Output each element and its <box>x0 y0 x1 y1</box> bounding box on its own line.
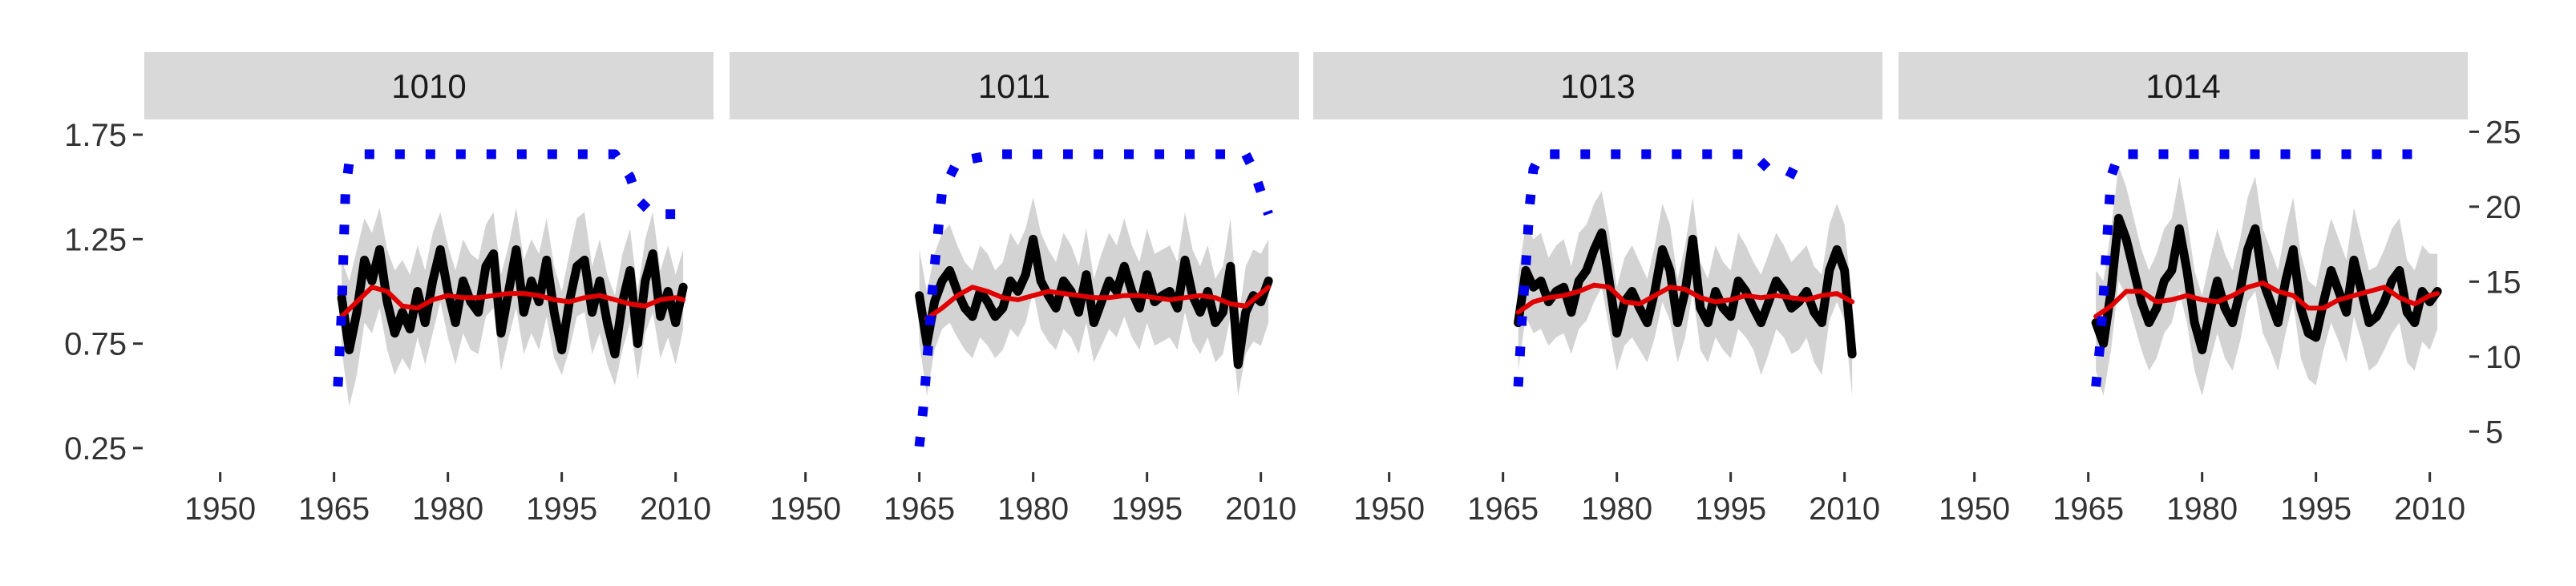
strip-header <box>730 52 1299 119</box>
smoothed-line <box>2093 281 2441 319</box>
x-tick-label: 1995 <box>1111 491 1183 527</box>
smoothed-line <box>924 285 1272 321</box>
x-tick-label: 1965 <box>1467 491 1539 527</box>
x-tick-label: 2010 <box>2394 491 2465 527</box>
y-left-tick-label: 0.75 <box>64 327 127 362</box>
panel-1011: 1011 1950 1965 1980 1995 2010 <box>730 52 1299 527</box>
x-tick-label: 1950 <box>1353 491 1425 527</box>
y-left-tick-label: 1.25 <box>64 222 127 257</box>
strip-header <box>144 52 714 119</box>
smoothed-line <box>339 285 686 319</box>
strip-label: 1010 <box>391 67 466 105</box>
sample-depth-line <box>333 149 684 387</box>
x-tick-label: 2010 <box>1809 491 1880 527</box>
index-line <box>2091 213 2442 354</box>
x-tick-label: 1965 <box>2052 491 2124 527</box>
x-tick-label: 1980 <box>1581 491 1652 527</box>
x-tick-label: 1980 <box>997 491 1069 527</box>
x-tick-label: 1950 <box>770 491 841 527</box>
confidence-band <box>342 208 684 406</box>
x-tick-label: 1950 <box>1939 491 2010 527</box>
x-tick-label: 1995 <box>1695 491 1766 527</box>
index-line <box>915 234 1273 370</box>
x-tick-label: 1995 <box>526 491 597 527</box>
panel-1013: 1013 1950 1965 1980 1995 2010 <box>1313 52 1882 527</box>
y-right-tick-label: 15 <box>2485 265 2521 300</box>
x-tick-label: 1965 <box>298 491 370 527</box>
y-right-tick-label: 20 <box>2485 190 2521 225</box>
strip-label: 1011 <box>978 67 1050 105</box>
strip-header <box>1313 52 1882 119</box>
index-line <box>337 245 688 359</box>
y-right-tick-label: 10 <box>2485 340 2521 375</box>
x-tick-label: 1980 <box>412 491 483 527</box>
panel-1010: 1010 1950 1965 1980 1995 2010 <box>144 52 714 527</box>
x-tick-label: 1965 <box>884 491 955 527</box>
x-tick-label: 2010 <box>640 491 711 527</box>
y-left-tick-label: 1.75 <box>64 118 127 153</box>
y-left-tick-label: 0.25 <box>64 431 127 467</box>
strip-label: 1014 <box>2145 67 2220 105</box>
y-right-tick-label: 5 <box>2485 414 2503 450</box>
smoothed-line <box>1515 282 1855 315</box>
x-tick-label: 1995 <box>2280 491 2352 527</box>
sample-depth-line <box>2091 149 2430 387</box>
x-tick-label: 1980 <box>2166 491 2238 527</box>
x-tick-label: 1950 <box>184 491 256 527</box>
panel-1014: 1014 1950 1965 1980 1995 2010 <box>1899 52 2468 527</box>
x-tick-label: 2010 <box>1225 491 1296 527</box>
y-right-tick-label: 25 <box>2485 115 2521 150</box>
strip-header <box>1899 52 2468 119</box>
strip-label: 1013 <box>1560 67 1635 105</box>
